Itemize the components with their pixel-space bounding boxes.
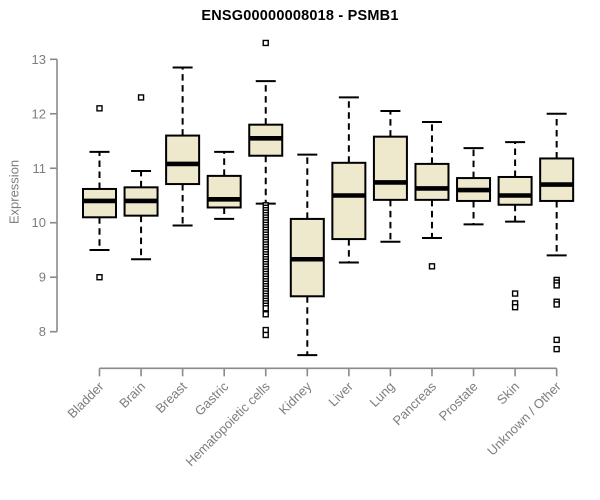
y-tick-label: 8	[39, 324, 46, 339]
box-liver	[331, 96, 367, 264]
box-kidney	[289, 153, 325, 357]
y-tick-label: 9	[39, 270, 46, 285]
iqr-box	[206, 174, 242, 209]
outlier-point	[137, 94, 145, 101]
box-gastric	[206, 150, 242, 220]
box-unknown-other	[539, 112, 575, 353]
x-tick-label: Kidney	[276, 378, 315, 417]
y-tick-label: 10	[32, 215, 46, 230]
outlier-point	[96, 105, 103, 112]
outlier-point	[262, 311, 269, 318]
x-tick-label: Lung	[366, 379, 397, 410]
box-brain	[123, 94, 159, 261]
box-prostate	[456, 147, 492, 226]
iqr-box	[539, 157, 575, 202]
iqr-box	[497, 175, 533, 206]
y-tick-label: 13	[32, 52, 46, 67]
x-tick-label: Pancreas	[390, 378, 440, 428]
outlier-point	[553, 282, 560, 289]
box-breast	[165, 66, 201, 227]
outlier-point	[262, 331, 269, 339]
outlier-point	[553, 301, 560, 308]
outlier-point	[511, 290, 519, 297]
iqr-box	[165, 134, 201, 186]
y-axis: 8 9 10 11 12 13	[32, 52, 58, 339]
x-tick-label: Liver	[325, 378, 356, 409]
y-tick-label: 11	[33, 161, 47, 176]
box-skin	[497, 141, 533, 311]
outlier-point	[96, 274, 103, 281]
outlier-point	[428, 263, 436, 270]
iqr-box	[372, 135, 408, 201]
x-tick-label: Unknown / Other	[484, 378, 564, 458]
outlier-point	[553, 345, 560, 353]
outlier-point	[553, 336, 560, 344]
box-hematopoietic-cells	[248, 39, 284, 339]
box-bladder	[82, 105, 117, 281]
x-tick-label: Bladder	[64, 378, 107, 421]
iqr-box	[331, 161, 367, 241]
outlier-point	[262, 305, 269, 312]
x-tick-label: Brain	[116, 379, 148, 411]
chart-title: ENSG00000008018 - PSMB1	[201, 8, 399, 24]
x-tick-label: Skin	[494, 379, 522, 407]
y-tick-label: 12	[32, 106, 46, 121]
x-tick-label: Gastric	[192, 378, 232, 418]
outlier-point	[262, 39, 269, 47]
x-tick-label: Prostate	[436, 379, 481, 424]
x-tick-label: Breast	[153, 379, 190, 416]
iqr-box	[414, 162, 450, 201]
outlier-point	[511, 303, 519, 311]
box-pancreas	[414, 120, 450, 270]
box-lung	[372, 110, 408, 243]
